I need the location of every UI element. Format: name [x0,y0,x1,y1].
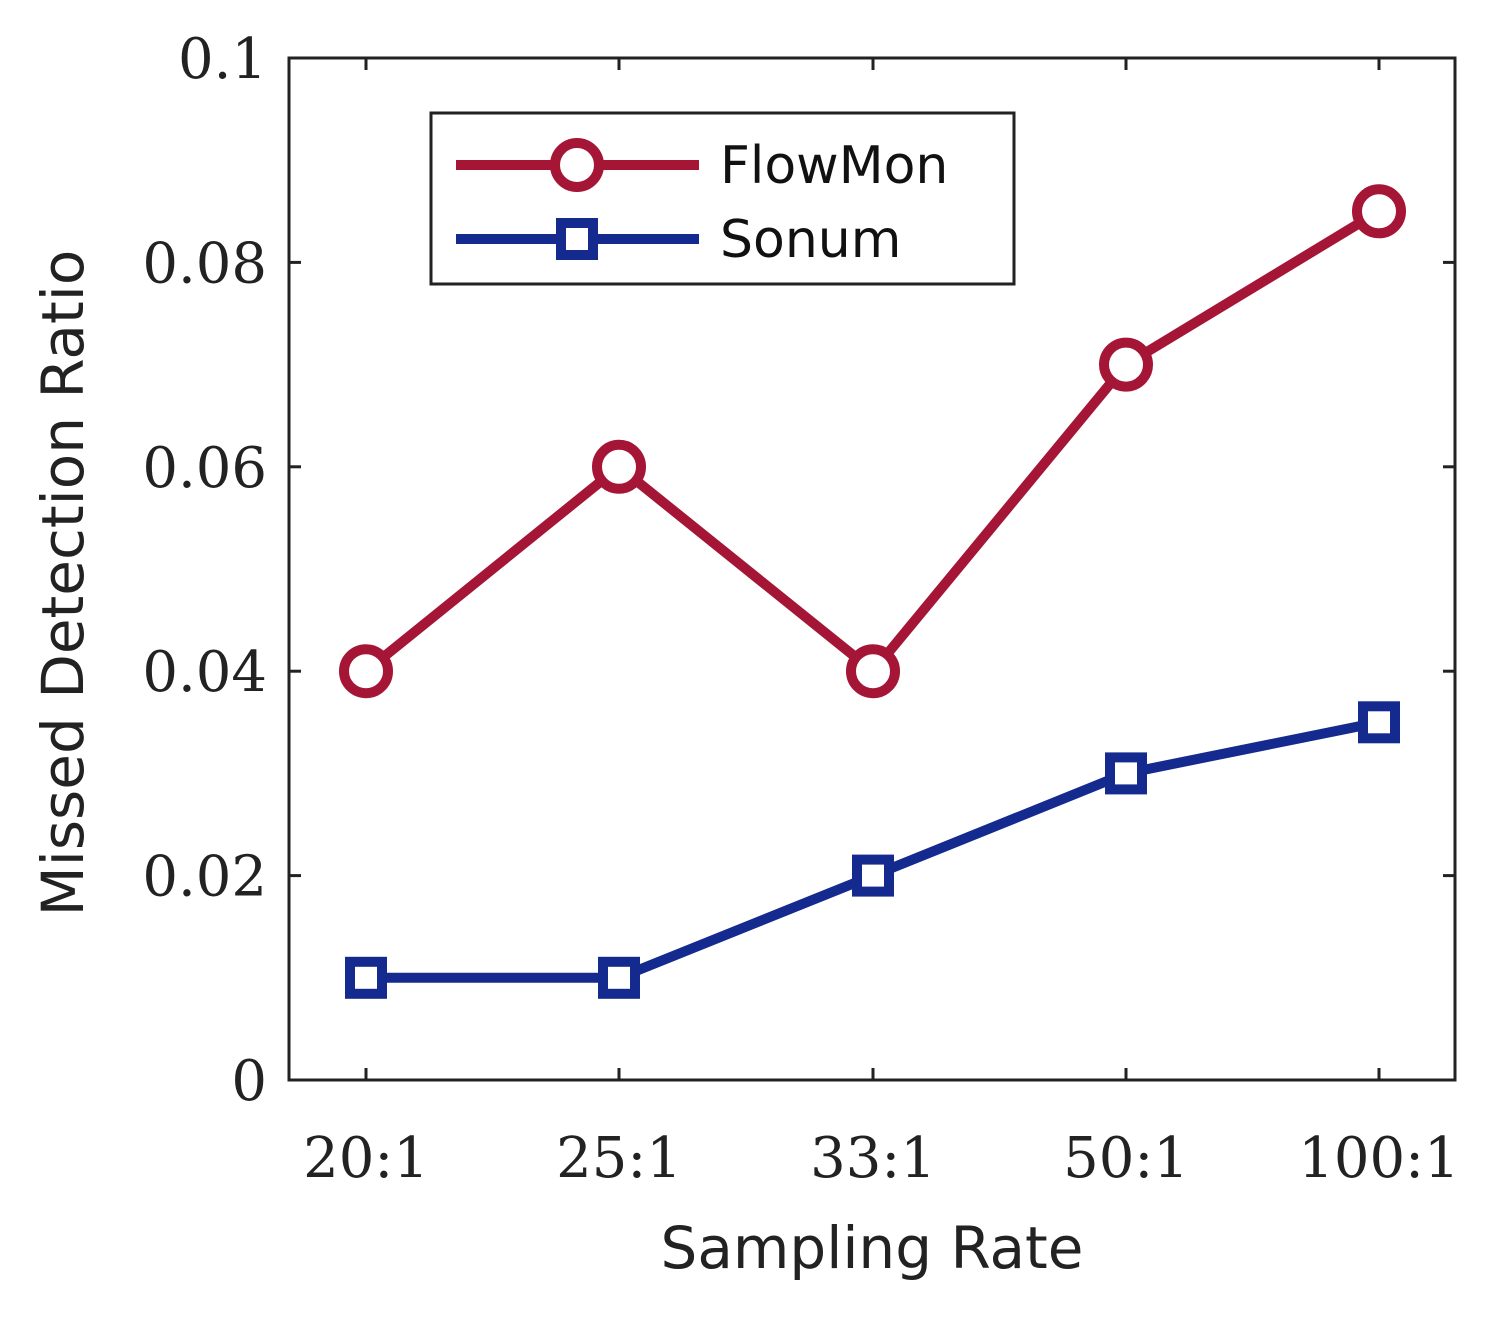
x-tick-label: 20:1 [303,1126,429,1191]
y-tick-label: 0.08 [142,231,267,296]
y-tick-label: 0.02 [142,845,267,910]
data-point-flowmon [846,644,900,699]
data-point-sonum [1105,752,1147,795]
x-tick-label: 50:1 [1063,1126,1189,1191]
series-layer [339,184,1406,999]
y-axis-title: Missed Detection Ratio [29,250,97,917]
data-point-sonum [598,956,640,999]
y-tick-label: 0.06 [142,436,267,501]
x-axis-ticks: 20:1 25:1 33:1 50:1 100:1 [303,58,1460,1191]
data-point-flowmon [1099,337,1153,392]
legend-label-flowmon: FlowMon [720,136,948,196]
data-point-sonum [345,956,387,999]
series-line-sonum [366,717,1380,983]
y-axis-ticks: 0 0.02 0.04 0.06 0.08 0.1 [142,27,1455,1114]
legend-entry-sonum: Sonum [456,210,901,270]
data-point-flowmon [1352,184,1406,239]
x-tick-label: 100:1 [1298,1126,1459,1191]
legend-box [429,111,1016,286]
legend-label-sonum: Sonum [720,210,901,270]
data-point-sonum [1358,701,1400,744]
legend-marker-flowmon [550,138,604,192]
y-tick-label: 0.04 [142,640,267,705]
legend-marker-sonum [556,218,598,260]
series-sonum [345,701,1400,999]
x-tick-label: 33:1 [810,1126,936,1191]
series-flowmon [339,184,1406,699]
legend: FlowMon Sonum [429,111,1016,286]
data-point-flowmon [592,439,646,494]
y-tick-label: 0 [231,1049,267,1114]
x-axis-title: Sampling Rate [661,1214,1084,1282]
legend-entry-flowmon: FlowMon [456,136,948,196]
data-point-sonum [852,854,894,897]
x-tick-label: 25:1 [556,1126,682,1191]
data-point-flowmon [339,644,393,699]
y-tick-label: 0.1 [178,27,267,92]
